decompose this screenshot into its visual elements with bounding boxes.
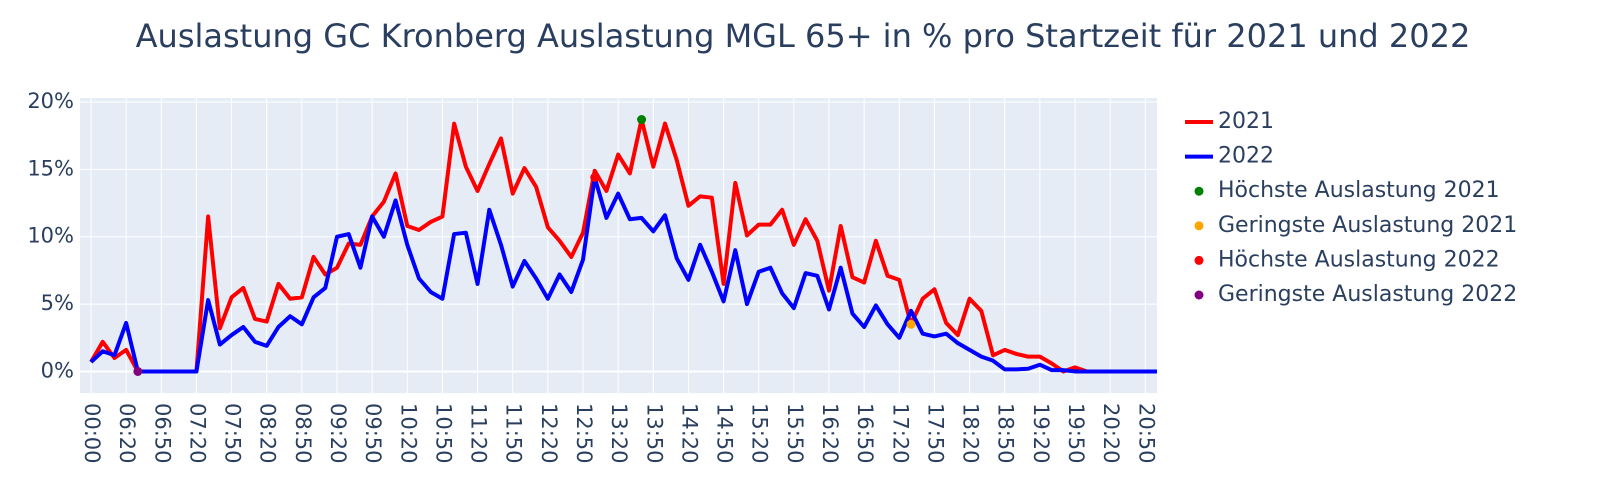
line-series: [89, 175, 1157, 374]
x-tick-label: 13:50: [642, 403, 666, 464]
x-tick-label: 07:20: [185, 403, 209, 464]
x-tick-label: 12:50: [572, 403, 596, 464]
x-tick-label: 15:50: [783, 403, 807, 464]
x-tick-label: 06:50: [150, 403, 174, 464]
chart-title: Auslastung GC Kronberg Auslastung MGL 65…: [136, 17, 1471, 55]
x-tick-label: 00:00: [80, 403, 104, 464]
x-tick-label: 11:20: [467, 403, 491, 464]
x-tick-label: 12:20: [537, 403, 561, 464]
x-tick-label: 16:50: [853, 403, 877, 464]
x-tick-label: 07:50: [221, 403, 245, 464]
x-tick-label: 09:20: [326, 403, 350, 464]
x-tick-label: 17:50: [923, 403, 947, 464]
y-tick-label: 20%: [27, 89, 74, 113]
legend-label: Höchste Auslastung 2021: [1218, 178, 1500, 203]
marker-point: [906, 319, 916, 329]
x-tick-label: 14:50: [713, 403, 737, 464]
legend-label: Geringste Auslastung 2021: [1218, 213, 1517, 238]
y-tick-label: 10%: [27, 224, 74, 248]
x-tick-label: 20:50: [1134, 403, 1158, 464]
x-tick-label: 10:50: [431, 403, 455, 464]
x-tick-label: 10:20: [396, 403, 420, 464]
line-series: [89, 117, 1157, 374]
x-tick-label: 18:20: [959, 403, 983, 464]
x-tick-label: 19:20: [1029, 403, 1053, 464]
x-tick-label: 08:50: [291, 403, 315, 464]
legend-label: 2022: [1218, 144, 1274, 169]
x-tick-label: 16:20: [818, 403, 842, 464]
legend-label: 2021: [1218, 109, 1274, 134]
x-tick-label: 15:20: [748, 403, 772, 464]
y-tick-label: 0%: [41, 358, 74, 382]
marker-point: [133, 366, 143, 376]
x-tick-label: 20:20: [1099, 403, 1123, 464]
legend-swatch: [1194, 221, 1204, 231]
x-tick-label: 19:50: [1064, 403, 1088, 464]
x-tick-label: 06:20: [115, 403, 139, 464]
x-tick-label: 09:50: [361, 403, 385, 464]
legend-swatch: [1194, 255, 1204, 265]
marker-point: [637, 115, 647, 125]
marker-point: [590, 172, 600, 182]
legend-label: Geringste Auslastung 2022: [1218, 282, 1517, 307]
x-tick-label: 11:50: [502, 403, 526, 464]
y-tick-label: 5%: [41, 291, 74, 315]
x-tick-label: 13:20: [607, 403, 631, 464]
legend-label: Höchste Auslastung 2022: [1218, 247, 1500, 272]
y-tick-label: 15%: [27, 156, 74, 180]
x-tick-label: 18:50: [994, 403, 1018, 464]
x-tick-label: 08:20: [256, 403, 280, 464]
x-tick-label: 14:20: [677, 403, 701, 464]
legend-swatch: [1194, 186, 1204, 196]
legend-swatch: [1194, 290, 1204, 300]
x-tick-label: 17:20: [888, 403, 912, 464]
